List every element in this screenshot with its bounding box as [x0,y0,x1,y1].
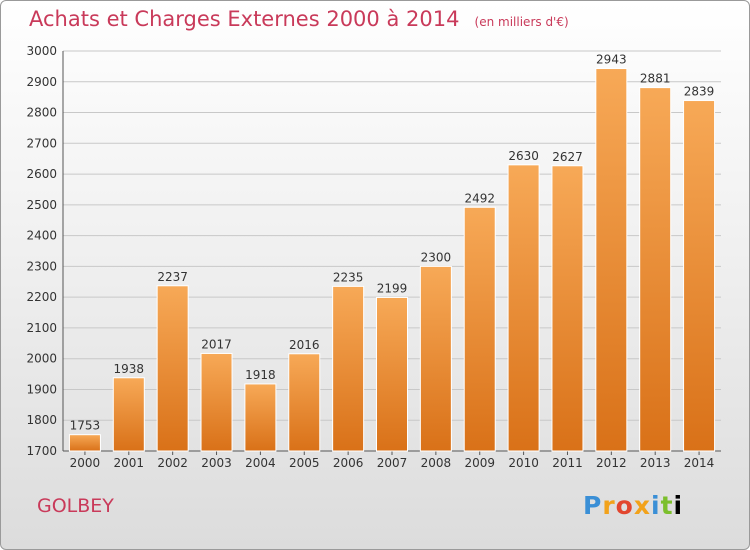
bars [68,68,716,452]
bar-2003 [200,352,233,452]
y-tick-label: 3000 [26,44,57,58]
x-tick-label-2014: 2014 [684,456,715,470]
value-label-2006: 2235 [333,270,364,284]
bar-2014 [683,100,716,452]
x-tick-label-2005: 2005 [289,456,320,470]
y-tick-label: 1900 [26,382,57,396]
y-tick-label: 2900 [26,75,57,89]
chart-unit: (en milliers d'€) [474,15,569,29]
value-label-2002: 2237 [157,270,188,284]
title-row: Achats et Charges Externes 2000 à 2014 (… [29,7,569,31]
bar-2006 [332,285,365,452]
value-label-2010: 2630 [508,149,539,163]
x-tick-label-2004: 2004 [245,456,276,470]
value-label-2001: 1938 [114,362,145,376]
city-name: GOLBEY [37,495,114,517]
x-tick-label-2013: 2013 [640,456,671,470]
bar-2013 [639,87,672,452]
x-tick-label-2011: 2011 [552,456,583,470]
value-label-2000: 1753 [70,419,101,433]
bar-2000 [68,434,101,452]
x-tick-label-2003: 2003 [201,456,232,470]
value-label-2005: 2016 [289,338,320,352]
x-tick-label-2009: 2009 [464,456,495,470]
x-tick-label-2002: 2002 [157,456,188,470]
bar-2011 [551,165,584,452]
bar-2007 [376,296,408,452]
y-tick-label: 2100 [26,321,57,335]
value-label-2012: 2943 [596,53,627,67]
axes: 1700 1800 1900 2000 2100 2200 2300 2400 2500 2600… [26,44,721,458]
bar-2004 [244,383,277,452]
value-label-2003: 2017 [201,337,232,351]
y-tick-label: 1800 [26,413,57,427]
value-label-2007: 2199 [377,281,408,295]
value-label-2008: 2300 [421,250,452,264]
x-tick-label-2006: 2006 [333,456,364,470]
bar-2008 [419,265,452,452]
x-tick-label-2012: 2012 [596,456,627,470]
value-label-2013: 2881 [640,72,671,86]
bar-2009 [463,206,496,452]
value-label-2014: 2839 [684,85,715,99]
bar-2010 [507,164,540,452]
x-tick-label-2008: 2008 [421,456,452,470]
y-tick-label: 2500 [26,198,57,212]
y-tick-label: 1700 [26,444,57,458]
y-tick-label: 2300 [26,259,57,273]
chart-title: Achats et Charges Externes 2000 à 2014 [29,7,460,31]
proxiti-logo-icon[interactable]: Proxiti [583,491,684,520]
y-tick-label: 2400 [26,229,57,243]
value-label-2009: 2492 [464,191,495,205]
value-label-2011: 2627 [552,150,583,164]
value-label-2004: 1918 [245,368,276,382]
y-tick-label: 2800 [26,106,57,120]
bar-2012 [595,68,628,452]
y-tick-label: 2600 [26,167,57,181]
x-tick-label-2000: 2000 [70,456,101,470]
x-tick-label-2010: 2010 [508,456,539,470]
x-tick-label-2001: 2001 [114,456,145,470]
bar-2001 [112,377,145,452]
labels: 1753 2000 1938 2001 2237 2002 2017 2003 1918 2004… [70,53,715,470]
bar-2005 [288,353,321,452]
y-tick-label: 2000 [26,352,57,366]
bar-2002 [156,285,189,452]
x-tick-label-2007: 2007 [377,456,408,470]
y-tick-label: 2200 [26,290,57,304]
y-tick-label: 2700 [26,136,57,150]
